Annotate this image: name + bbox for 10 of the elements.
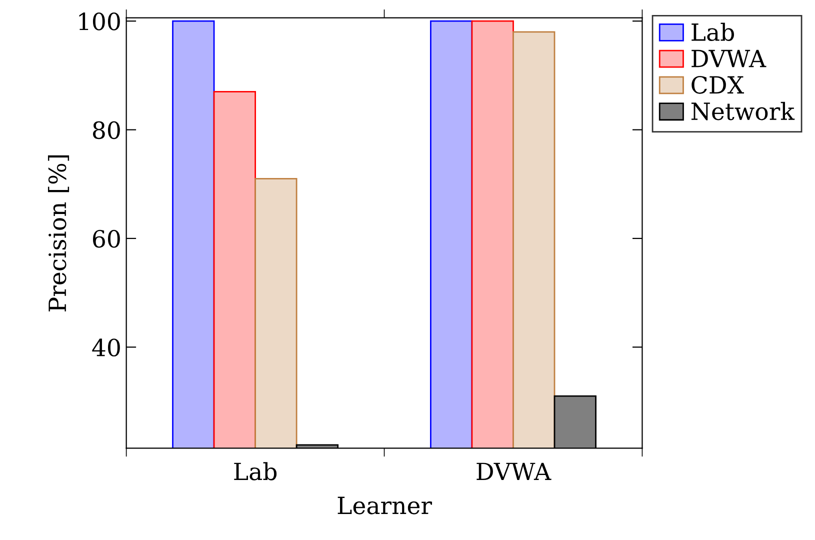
y-tick-label: 60 xyxy=(93,230,120,248)
legend-label: Network xyxy=(691,102,795,120)
y-tick-label: 80 xyxy=(93,121,120,140)
y-tick-label: 40 xyxy=(92,338,120,356)
x-axis-title: Learner xyxy=(338,496,432,514)
y-axis-title: Precision [%] xyxy=(48,155,70,312)
legend-label: Lab xyxy=(692,22,734,42)
legend-label: CDX xyxy=(692,76,744,94)
legend-label: DVWA xyxy=(692,50,766,68)
y-tick-label: 100 xyxy=(79,12,120,30)
